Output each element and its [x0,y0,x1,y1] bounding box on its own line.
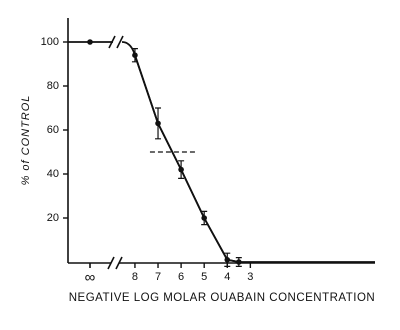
data-point [201,215,207,221]
data-point [178,166,184,173]
x-tick-label: ∞ [85,269,96,286]
data-point [224,257,231,263]
x-tick-label: 8 [132,271,138,283]
y-tick-label: 20 [47,212,59,224]
data-point [155,120,161,127]
control-point [87,39,93,45]
y-tick-label: 80 [47,80,59,92]
x-tick-label: 5 [201,271,207,283]
y-axis-label: % of CONTROL [20,95,32,186]
x-tick-label: 7 [155,271,161,283]
data-point [132,52,138,58]
x-tick-label: 6 [178,271,184,283]
y-tick-label: 40 [47,168,59,180]
axis-break [107,256,123,270]
y-tick-label: 60 [47,124,59,136]
data-point [236,259,242,265]
data-line [134,54,239,263]
x-tick-label: 4 [224,271,230,283]
x-tick-label: 3 [247,271,253,283]
y-tick-label: 100 [41,36,59,48]
x-axis-label: NEGATIVE LOG MOLAR OUABAIN CONCENTRATION [69,292,375,304]
